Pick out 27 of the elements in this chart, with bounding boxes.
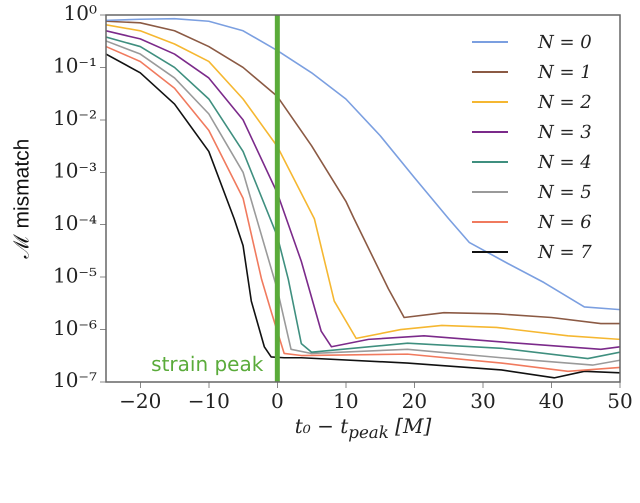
- y-tick-label: 10⁻¹: [52, 54, 97, 78]
- y-tick-label: 10⁻²: [52, 106, 97, 130]
- x-tick-label: 10: [333, 389, 359, 414]
- legend-label: N = 0: [538, 32, 592, 52]
- legend-label: N = 5: [538, 182, 592, 202]
- x-tick-label: 30: [470, 389, 496, 414]
- legend-label: N = 3: [538, 122, 592, 142]
- y-tick-label: 10⁻⁷: [52, 368, 97, 392]
- x-tick-label: 40: [538, 389, 564, 414]
- x-tick-label: 20: [402, 389, 428, 414]
- ref-line-label: strain peak: [151, 352, 264, 376]
- y-tick-label: 10⁻⁵: [52, 263, 97, 288]
- legend-label: N = 2: [538, 92, 592, 112]
- legend-label: N = 4: [538, 152, 592, 172]
- legend-label: N = 7: [538, 242, 592, 262]
- legend-label: N = 6: [538, 212, 592, 232]
- x-tick-label: 50: [607, 389, 633, 414]
- y-tick-label: 10⁻⁴: [52, 210, 97, 235]
- y-tick-label: 10⁻⁶: [52, 316, 97, 340]
- x-axis-title: t₀ − t$_{peak}$ [M]: [294, 414, 432, 442]
- x-tick-label: −20: [119, 389, 162, 414]
- x-tick-label: −10: [188, 389, 230, 414]
- y-tick-label: 10⁻³: [52, 158, 97, 182]
- x-tick-label: 0: [270, 389, 284, 414]
- legend-label: N = 1: [538, 62, 592, 82]
- y-tick-label: 10⁰: [64, 1, 97, 26]
- y-axis-title: ℳ mismatch: [10, 138, 34, 260]
